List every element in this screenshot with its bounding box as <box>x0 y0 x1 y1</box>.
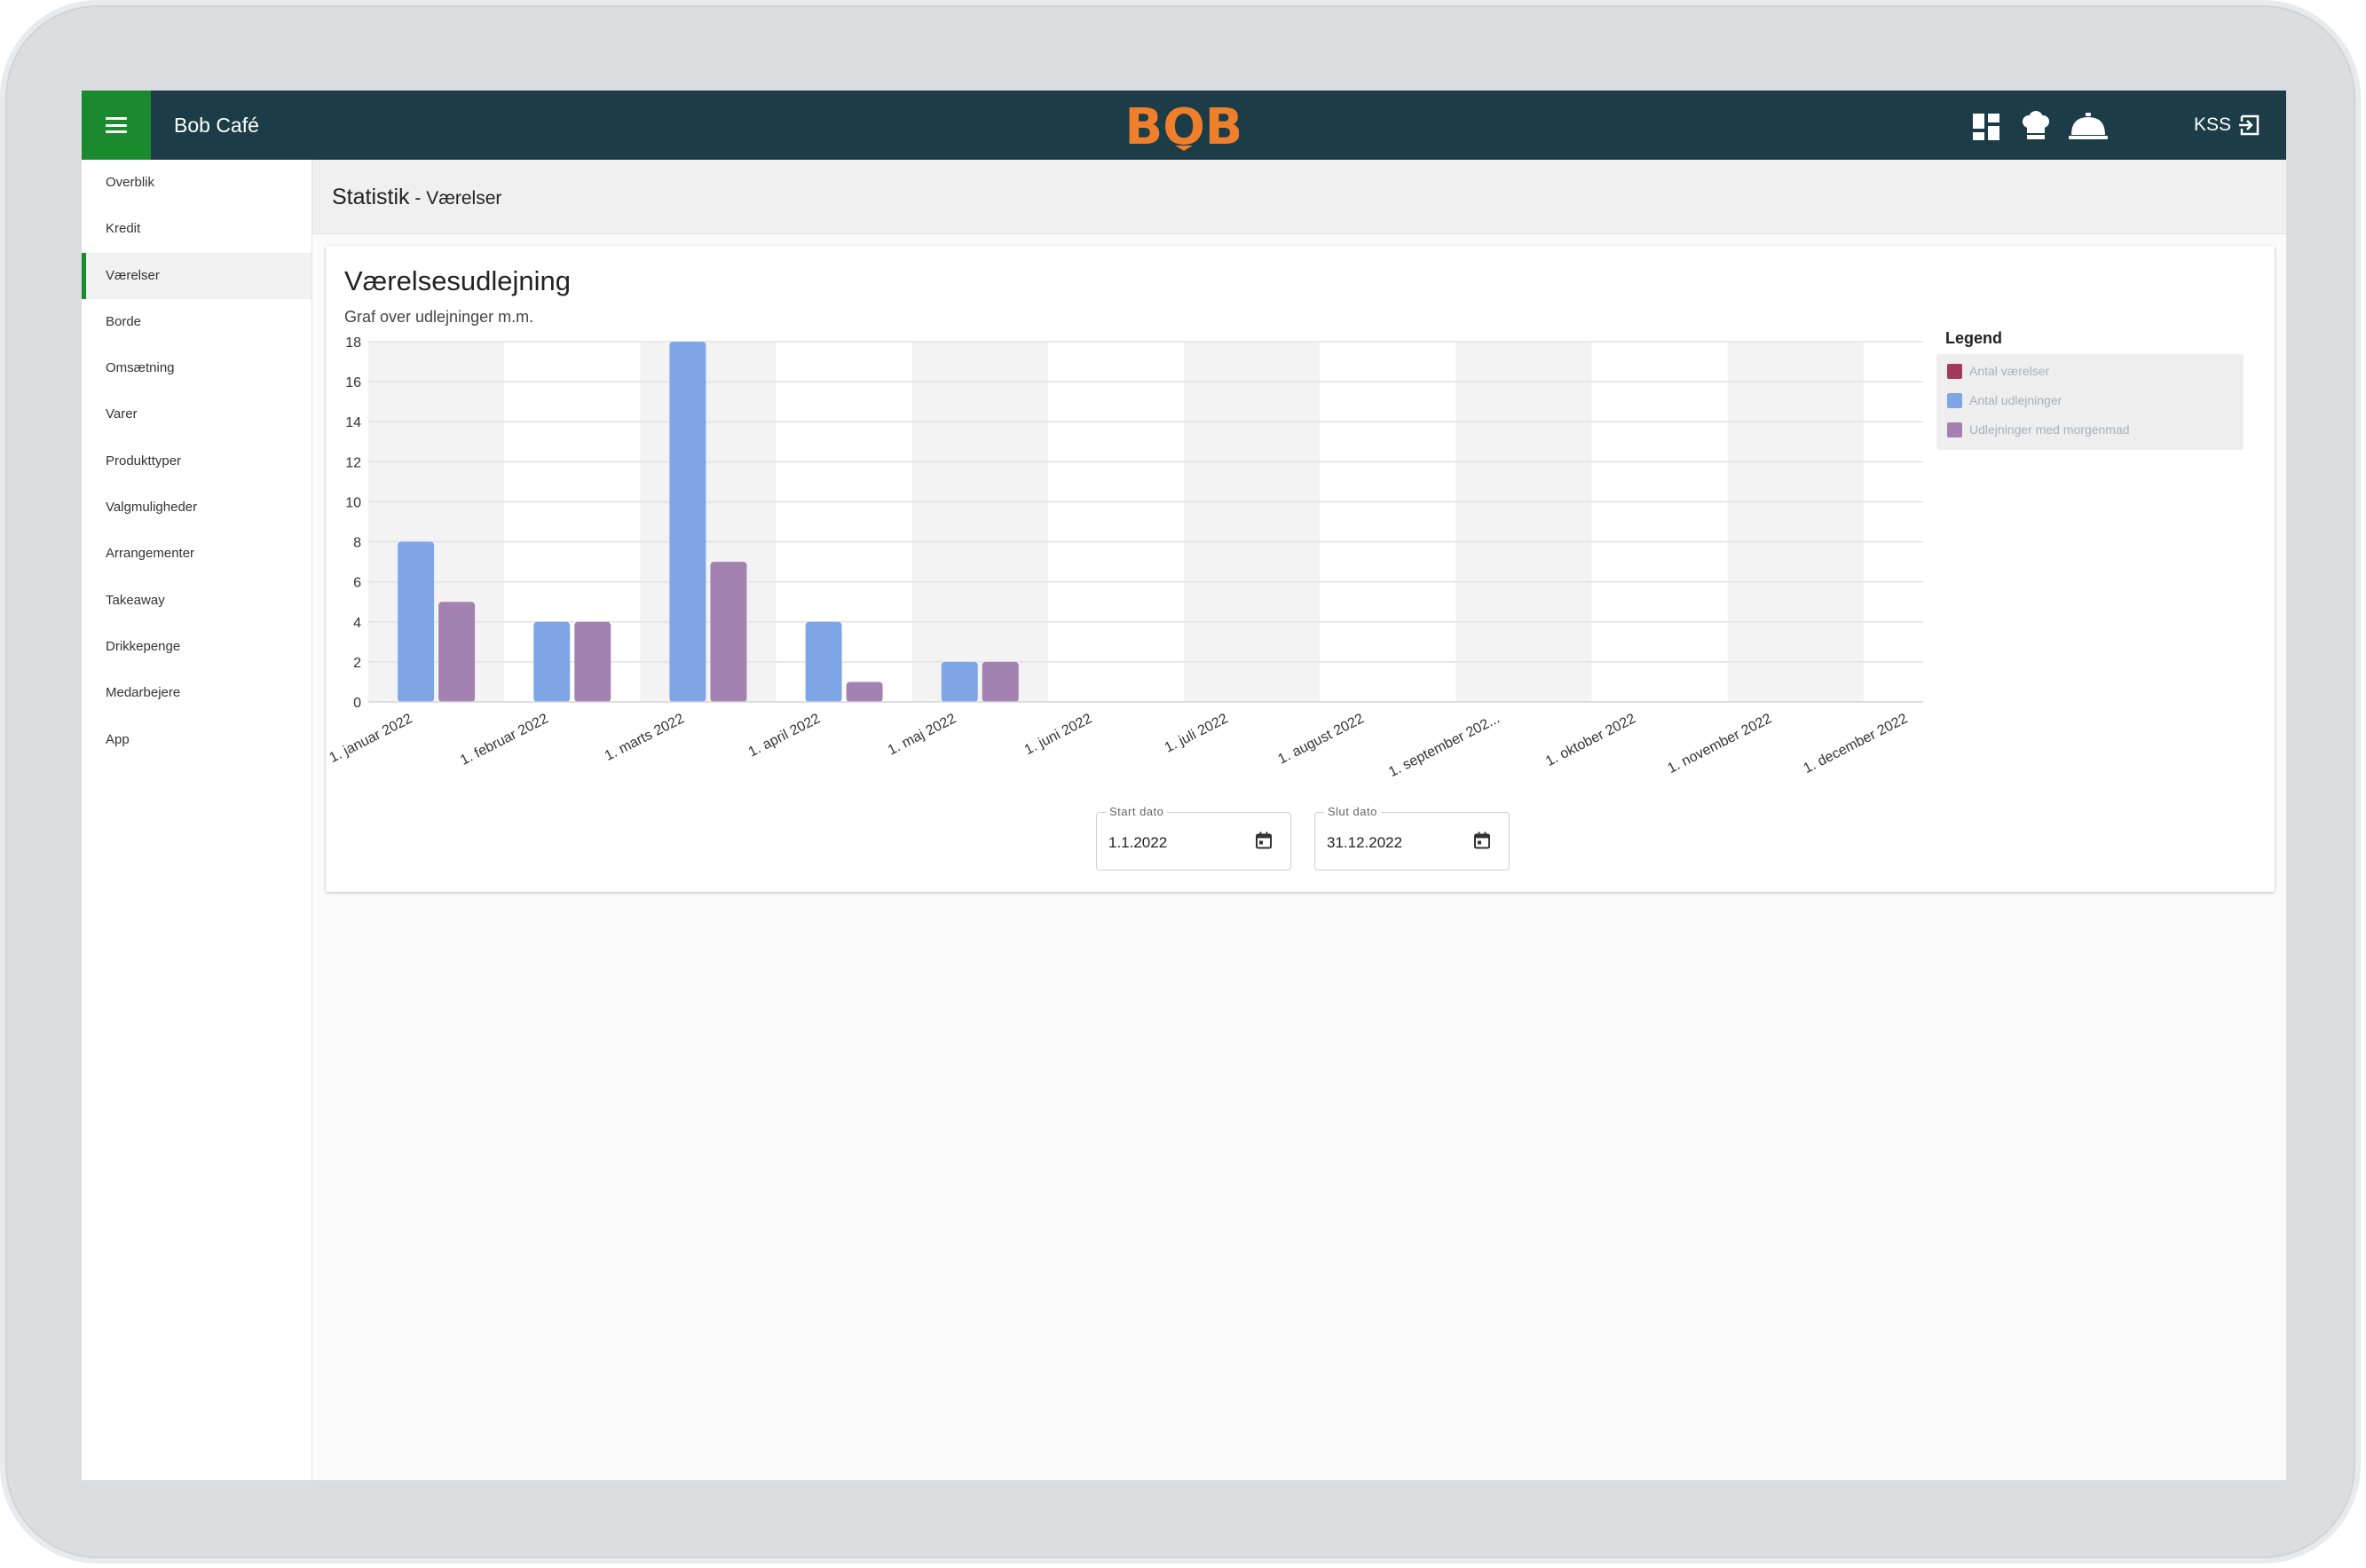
chart-legend: Antal værelser Antal udlejninger Udlejni… <box>1936 354 2244 450</box>
sidebar-item-app[interactable]: App <box>106 731 130 747</box>
sidebar-item-borde[interactable]: Borde <box>106 313 142 329</box>
x-tick-label: 1. april 2022 <box>746 711 823 760</box>
user-initials: KSS <box>2194 114 2232 135</box>
calendar-icon[interactable] <box>1473 831 1491 849</box>
legend-item-antal-udlejninger[interactable]: Antal udlejninger <box>1947 390 2062 410</box>
x-tick-label: 1. februar 2022 <box>458 711 551 768</box>
y-tick-label: 4 <box>353 616 361 631</box>
calendar-icon[interactable] <box>1255 831 1273 849</box>
x-tick-label: 1. december 2022 <box>1802 711 1911 776</box>
bar <box>805 621 842 702</box>
bar <box>710 562 747 702</box>
y-tick-label: 12 <box>345 455 361 470</box>
x-tick-label: 1. oktober 2022 <box>1543 711 1638 769</box>
x-tick-label: 1. juni 2022 <box>1022 711 1095 758</box>
legend-item-antal-vaerelser[interactable]: Antal værelser <box>1947 361 2049 381</box>
y-tick-label: 6 <box>353 576 361 591</box>
hamburger-icon <box>106 117 127 133</box>
x-tick-label: 1. januar 2022 <box>327 711 415 766</box>
user-logout[interactable]: KSS <box>2194 91 2261 160</box>
start-date-label: Start dato <box>1106 805 1168 818</box>
bar <box>533 621 571 702</box>
bar <box>438 602 476 702</box>
chart-band <box>640 342 777 702</box>
end-date-label: Slut dato <box>1324 805 1381 818</box>
start-date-field[interactable]: Start dato 1.1.2022 <box>1096 805 1291 871</box>
sidebar-item-takeaway[interactable]: Takeaway <box>106 592 165 608</box>
legend-label: Antal værelser <box>1969 364 2050 378</box>
y-tick-label: 0 <box>353 696 361 711</box>
card-title: Værelsesudlejning <box>344 265 572 296</box>
x-tick-label: 1. marts 2022 <box>603 711 687 764</box>
rental-bar-chart: 0 2 4 6 8 10 12 14 16 18 1. januar 2022 1. februar … <box>327 335 1923 780</box>
sidebar-item-kredit[interactable]: Kredit <box>106 221 141 237</box>
bar <box>941 661 978 702</box>
page-title: Statistik - Værelser <box>332 185 502 209</box>
bar <box>982 661 1019 702</box>
bob-logo: BOB <box>1129 98 1239 154</box>
sidebar-nav: Overblik Kredit Værelser Borde Omsætning… <box>82 160 312 1480</box>
end-date-value: 31.12.2022 <box>1327 834 1403 851</box>
sidebar-item-medarbejere[interactable]: Medarbejere <box>106 685 181 701</box>
end-date-field[interactable]: Slut dato 31.12.2022 <box>1314 805 1510 871</box>
legend-label: Udlejninger med morgenmad <box>1969 422 2130 437</box>
bar <box>846 682 883 702</box>
bar <box>669 342 706 702</box>
sidebar-item-overblik[interactable]: Overblik <box>106 175 155 190</box>
service-bell-icon[interactable] <box>2068 110 2109 142</box>
legend-item-udlejninger-morgenmad[interactable]: Udlejninger med morgenmad <box>1947 420 2130 439</box>
menu-button[interactable] <box>82 91 151 160</box>
sidebar-item-drikkepenge[interactable]: Drikkepenge <box>106 638 181 654</box>
page-header: Statistik - Værelser <box>312 160 2286 234</box>
sidebar-item-valgmuligheder[interactable]: Valgmuligheder <box>106 500 198 516</box>
y-tick-label: 8 <box>353 536 361 551</box>
bar <box>574 621 611 702</box>
logout-icon <box>2239 114 2260 136</box>
bar <box>398 541 435 702</box>
y-tick-label: 10 <box>345 495 361 510</box>
chart-band <box>911 342 1048 702</box>
sidebar-item-omsaetning[interactable]: Omsætning <box>106 360 175 376</box>
legend-swatch <box>1947 363 1962 379</box>
chart-band <box>368 342 505 702</box>
legend-swatch <box>1947 392 1962 408</box>
top-bar: Bob Café BOB KSS <box>82 91 2286 160</box>
x-tick-label: 1. september 202... <box>1386 711 1502 780</box>
x-tick-label: 1. maj 2022 <box>886 711 958 758</box>
chef-hat-icon[interactable] <box>2020 110 2052 142</box>
app-title: Bob Café <box>174 114 259 137</box>
sidebar-item-arrangementer[interactable]: Arrangementer <box>106 546 195 562</box>
legend-title: Legend <box>1945 329 2003 347</box>
y-tick-label: 2 <box>353 656 361 671</box>
y-tick-label: 18 <box>345 335 361 351</box>
legend-swatch <box>1947 422 1962 437</box>
chart-band <box>1184 342 1321 702</box>
svg-text:BOB: BOB <box>1129 98 1239 154</box>
x-tick-label: 1. august 2022 <box>1276 711 1367 767</box>
chart-band <box>1455 342 1592 702</box>
sidebar-item-produkttyper[interactable]: Produkttyper <box>106 453 182 469</box>
dashboard-icon[interactable] <box>1972 113 2000 141</box>
legend-label: Antal udlejninger <box>1969 393 2062 407</box>
x-tick-label: 1. juli 2022 <box>1163 711 1231 755</box>
y-tick-label: 14 <box>345 415 361 430</box>
y-tick-label: 16 <box>345 375 361 390</box>
app-screen: Bob Café BOB KSS <box>82 91 2286 1480</box>
sidebar-item-vaerelser[interactable]: Værelser <box>82 252 312 300</box>
stats-card: Værelsesudlejning Graf over udlejninger … <box>326 246 2275 892</box>
sidebar-item-varer[interactable]: Varer <box>106 406 138 422</box>
card-subtitle: Graf over udlejninger m.m. <box>344 308 534 326</box>
chart-band <box>1727 342 1864 702</box>
start-date-value: 1.1.2022 <box>1108 834 1168 851</box>
x-tick-label: 1. november 2022 <box>1665 711 1774 776</box>
